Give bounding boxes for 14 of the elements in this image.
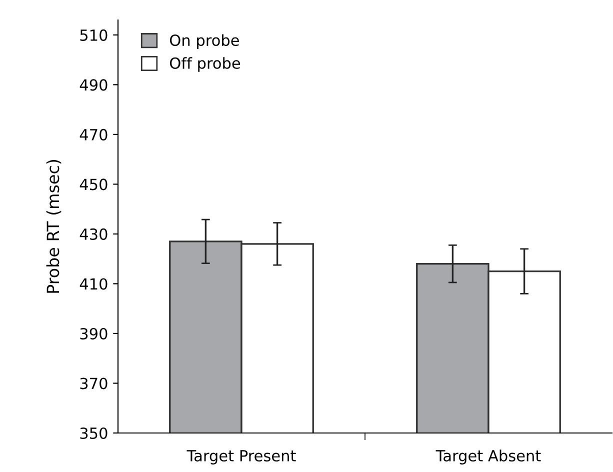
x-tick-label: Target Present <box>186 450 296 464</box>
y-tick-label: 490 <box>80 79 108 91</box>
y-tick-label: 370 <box>80 378 108 390</box>
legend-label: Off probe <box>170 57 240 72</box>
legend-label: On probe <box>170 34 239 49</box>
y-tick-label: 450 <box>80 178 108 190</box>
y-tick-label: 390 <box>80 328 108 340</box>
x-tick-label: Target Absent <box>436 450 541 464</box>
y-tick-label: 510 <box>80 29 108 41</box>
y-tick-label: 350 <box>80 427 108 440</box>
y-tick-label: 410 <box>80 278 108 290</box>
y-axis-title: Probe RT (msec) <box>46 160 62 293</box>
y-tick-label: 430 <box>80 228 108 240</box>
y-tick-label: 470 <box>80 128 108 140</box>
